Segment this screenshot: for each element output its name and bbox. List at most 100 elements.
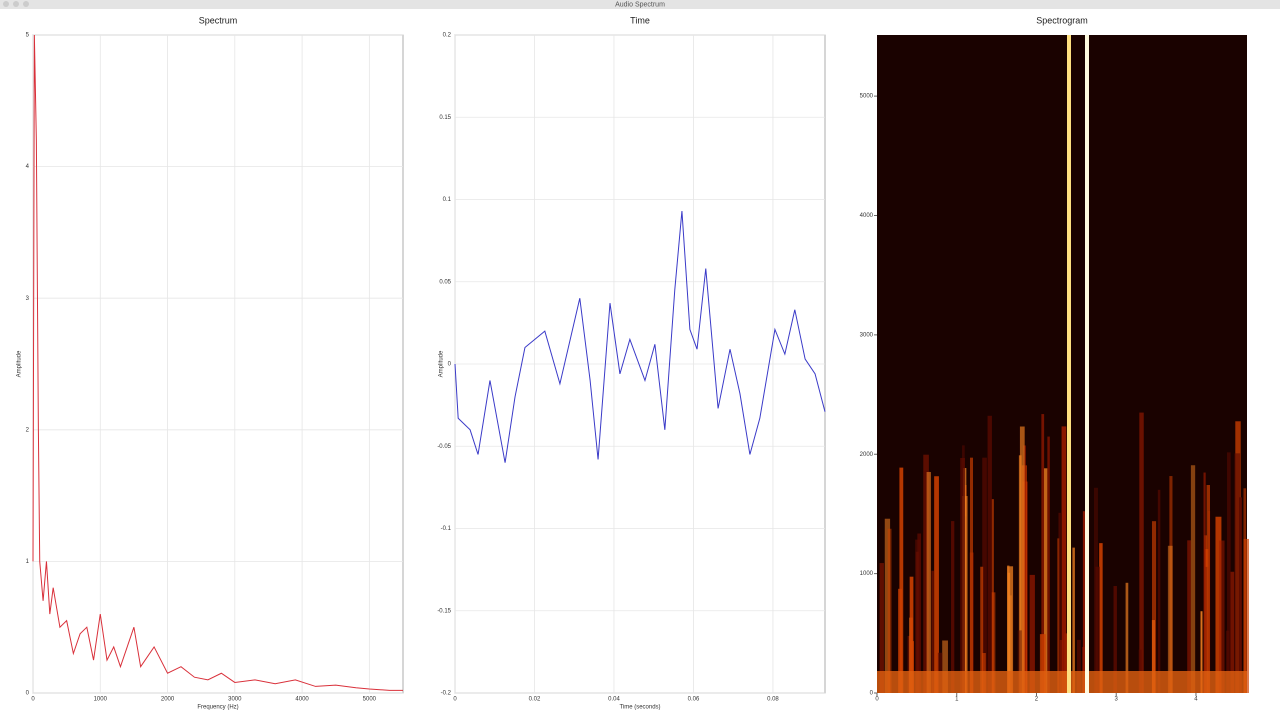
spectrogram-texture: [951, 521, 955, 693]
plot-area: [32, 34, 404, 694]
x-tick-label: 0: [875, 697, 879, 703]
spectrogram-texture: [942, 640, 948, 693]
spectrogram-texture: [1057, 538, 1060, 693]
y-tick-label: 1: [26, 559, 30, 565]
spectrogram-texture: [1167, 545, 1173, 693]
x-tick-label: 0.08: [767, 697, 779, 703]
title-bar: [0, 0, 1280, 9]
spectrogram-texture: [1085, 35, 1089, 693]
y-axis-label: Amplitude: [439, 350, 445, 377]
spectrogram-texture: [969, 457, 974, 693]
x-tick-label: 0.04: [608, 697, 620, 703]
spectrogram-texture: [1019, 426, 1025, 693]
spectrogram-texture: [1187, 540, 1191, 693]
spectrogram-texture: [879, 563, 884, 693]
spectrogram-texture: [1227, 452, 1231, 693]
spectrogram-texture: [1243, 488, 1247, 693]
plot-title: Time: [630, 15, 650, 25]
spectrogram-texture: [1099, 543, 1103, 693]
spectrogram-texture: [991, 499, 994, 693]
spectrogram-texture: [1017, 630, 1022, 693]
spectrogram-texture: [1230, 571, 1235, 693]
plot-title: Spectrogram: [1036, 15, 1088, 25]
spectrogram-texture: [1151, 521, 1157, 693]
y-tick-label: 2: [26, 427, 30, 433]
y-tick-label: -0.2: [441, 691, 452, 697]
y-tick-label: 0: [448, 362, 452, 368]
spectrogram-texture: [1047, 436, 1050, 693]
x-tick-label: 4: [1194, 697, 1198, 703]
y-tick-label: 0.2: [443, 33, 452, 39]
spectrogram-texture: [884, 518, 891, 693]
x-tick-label: 0: [453, 697, 457, 703]
spectrogram-texture: [1157, 489, 1161, 693]
spectrogram-texture: [1018, 455, 1022, 693]
x-tick-label: 1000: [94, 697, 108, 703]
y-tick-label: -0.15: [437, 608, 451, 614]
y-tick-label: 0: [26, 691, 30, 697]
spectrogram-texture: [1076, 639, 1081, 693]
spectrogram-texture: [1059, 639, 1063, 693]
plot-title: Spectrum: [199, 15, 238, 25]
y-tick-label: 0.15: [439, 115, 451, 121]
spectrogram-texture: [1072, 547, 1075, 693]
minimize-button[interactable]: [13, 1, 19, 7]
data-line: [454, 210, 826, 463]
spectrogram-texture: [1082, 511, 1086, 693]
spectrogram-texture: [1039, 634, 1046, 693]
spectrogram-texture: [987, 415, 992, 693]
spectrogram-texture: [1029, 574, 1035, 693]
x-tick-label: 0.06: [688, 697, 700, 703]
spectrogram-texture: [1007, 566, 1014, 693]
zoom-button[interactable]: [23, 1, 29, 7]
y-axis-label: Amplitude: [17, 350, 23, 377]
spectrogram-texture: [1139, 412, 1144, 693]
spectrogram-texture: [1113, 586, 1117, 693]
close-button[interactable]: [3, 1, 9, 7]
spectrogram-texture: [899, 467, 904, 693]
y-tick-label: 0.1: [443, 197, 452, 203]
spectrogram-texture: [1203, 472, 1206, 693]
spectrogram-texture: [877, 671, 1247, 693]
data-line: [32, 34, 403, 691]
spectrogram-texture: [887, 528, 892, 693]
x-tick-label: 4000: [295, 697, 309, 703]
spectrogram-texture: [1190, 465, 1196, 693]
x-tick-label: 5000: [363, 697, 377, 703]
spectrogram-texture: [1125, 582, 1129, 693]
spectrogram-texture: [1067, 35, 1071, 693]
y-tick-label: 2000: [860, 452, 874, 458]
spectrogram-texture: [915, 539, 921, 693]
y-tick-label: -0.1: [441, 526, 452, 532]
spectrogram-texture: [907, 635, 911, 693]
window-title: Audio Spectrum: [615, 1, 665, 8]
spectrogram-texture: [934, 476, 939, 693]
spectrogram-texture: [1058, 512, 1061, 693]
y-tick-label: 0.05: [439, 279, 451, 285]
x-axis-label: Frequency (Hz): [197, 705, 238, 711]
spectrogram-texture: [982, 457, 987, 693]
x-tick-label: 0: [31, 697, 35, 703]
y-tick-label: -0.05: [437, 444, 451, 450]
spectrogram-texture: [1239, 497, 1243, 693]
y-tick-label: 5000: [860, 94, 874, 100]
spectrogram-texture: [1215, 516, 1222, 693]
y-tick-label: 1000: [860, 571, 874, 577]
spectrogram-texture: [980, 566, 984, 693]
spectrogram-texture: [1206, 485, 1210, 693]
spectrogram-texture: [1095, 566, 1100, 693]
spectrogram-texture: [1041, 414, 1045, 693]
spectrogram-texture: [1061, 426, 1067, 693]
spectrogram-texture: [960, 457, 965, 693]
x-tick-label: 2: [1035, 697, 1039, 703]
y-tick-label: 4000: [860, 213, 874, 219]
x-tick-label: 0.02: [529, 697, 541, 703]
spectrogram-texture: [1200, 611, 1203, 693]
spectrogram-texture: [931, 570, 934, 693]
x-axis-label: Time (seconds): [619, 705, 660, 711]
y-tick-label: 5: [26, 33, 30, 39]
spectrogram-texture: [1243, 538, 1249, 693]
spectrogram-texture: [926, 472, 931, 693]
